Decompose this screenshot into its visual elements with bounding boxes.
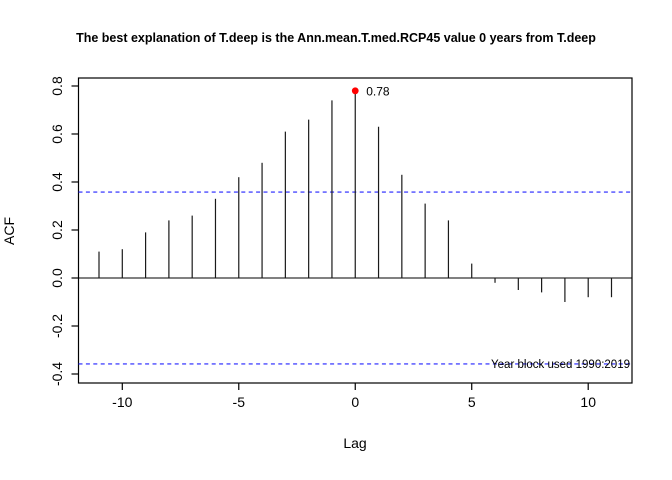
x-tick-label: 10 <box>580 394 596 410</box>
x-axis-label: Lag <box>343 435 367 451</box>
y-tick-label: -0.2 <box>49 314 65 338</box>
highlight-point-label: 0.78 <box>366 84 390 98</box>
y-tick-label: -0.4 <box>49 362 65 386</box>
y-tick-label: 0.0 <box>49 268 65 288</box>
y-tick-label: 0.4 <box>49 172 65 192</box>
highlight-point <box>351 87 359 95</box>
y-tick-label: 0.6 <box>49 124 65 144</box>
year-block-annotation: Year block used 1990:2019 <box>491 359 630 371</box>
x-tick-label: 5 <box>468 394 476 410</box>
y-tick-label: 0.2 <box>49 220 65 240</box>
chart-title: The best explanation of T.deep is the An… <box>76 31 596 45</box>
y-tick-label: 0.8 <box>49 76 65 96</box>
y-axis-label: ACF <box>1 217 17 245</box>
x-tick-label: -5 <box>233 394 246 410</box>
x-tick-label: -10 <box>112 394 132 410</box>
x-tick-label: 0 <box>351 394 359 410</box>
